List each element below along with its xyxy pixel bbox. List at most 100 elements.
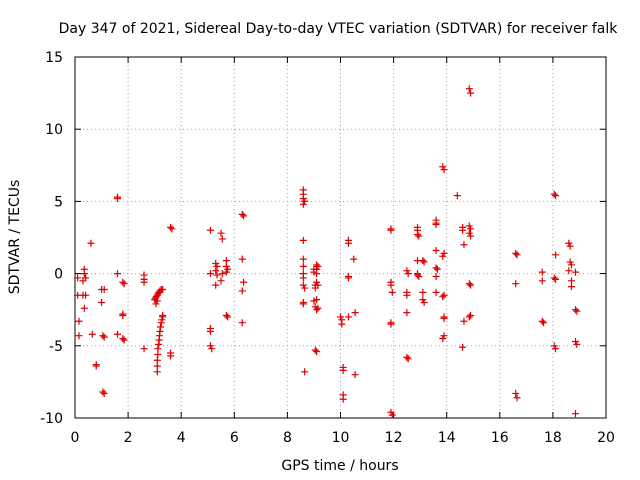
data-point — [465, 280, 473, 288]
data-point — [313, 296, 321, 304]
data-point — [512, 280, 520, 288]
data-point — [550, 274, 558, 282]
data-point — [240, 278, 248, 286]
data-point — [538, 268, 546, 276]
x-tick-label: 2 — [124, 430, 133, 446]
data-point — [567, 261, 575, 269]
data-point — [87, 239, 95, 247]
data-point — [571, 268, 579, 276]
x-tick-label: 6 — [230, 430, 239, 446]
data-point — [344, 274, 352, 282]
data-point — [299, 300, 307, 308]
data-point — [420, 298, 428, 306]
data-point — [460, 317, 468, 325]
data-point — [213, 262, 221, 270]
data-point — [550, 190, 558, 198]
data-point — [156, 323, 164, 331]
data-point — [299, 236, 307, 244]
data-point — [159, 285, 167, 293]
data-point — [565, 267, 573, 275]
data-point — [573, 340, 581, 348]
data-point — [439, 335, 447, 343]
data-point — [74, 274, 82, 282]
x-tick-label: 20 — [597, 430, 615, 446]
data-point — [513, 251, 521, 259]
data-point — [154, 345, 162, 353]
data-point — [552, 345, 560, 353]
x-tick-label: 0 — [71, 430, 80, 446]
data-point — [119, 335, 127, 343]
data-point — [459, 226, 467, 234]
data-point — [467, 232, 475, 240]
data-point — [311, 346, 319, 354]
data-point — [100, 333, 108, 341]
data-point — [344, 239, 352, 247]
data-point — [415, 272, 423, 280]
data-point — [552, 275, 560, 283]
data-point — [120, 336, 128, 344]
y-tick-label: 10 — [45, 122, 63, 138]
data-point — [440, 314, 448, 322]
data-point — [350, 255, 358, 263]
data-point — [420, 258, 428, 266]
data-point — [571, 410, 579, 418]
data-point — [415, 232, 423, 240]
data-point — [299, 200, 307, 208]
data-point — [344, 313, 352, 321]
data-point — [167, 223, 175, 231]
data-point — [119, 278, 127, 286]
data-point — [299, 274, 307, 282]
data-point — [388, 288, 396, 296]
data-point — [571, 306, 579, 314]
data-point — [567, 283, 575, 291]
data-point — [338, 320, 346, 328]
y-tick-label: -5 — [49, 339, 63, 355]
data-point — [75, 317, 83, 325]
data-point — [301, 368, 309, 376]
data-point — [432, 272, 440, 280]
data-point — [100, 389, 108, 397]
data-point — [419, 288, 427, 296]
data-point — [206, 226, 214, 234]
data-point — [467, 311, 475, 319]
data-point — [387, 320, 395, 328]
data-point — [206, 327, 214, 335]
data-point — [314, 304, 322, 312]
data-point — [552, 192, 560, 200]
data-point — [460, 241, 468, 249]
data-point — [168, 225, 176, 233]
data-point — [222, 311, 230, 319]
data-point — [440, 166, 448, 174]
data-point — [313, 348, 321, 356]
data-point — [467, 281, 475, 289]
data-point — [213, 271, 221, 279]
data-point — [80, 304, 88, 312]
data-point — [453, 192, 461, 200]
data-point — [299, 255, 307, 263]
data-point — [552, 251, 560, 259]
data-point — [351, 309, 359, 317]
data-point — [467, 89, 475, 97]
data-point — [440, 291, 448, 299]
data-point — [159, 311, 167, 319]
data-point — [206, 270, 214, 278]
data-point — [513, 394, 521, 402]
data-point — [92, 362, 100, 370]
data-point — [75, 332, 83, 340]
data-point — [167, 352, 175, 360]
y-tick-label: 0 — [54, 267, 63, 283]
x-tick-label: 12 — [385, 430, 403, 446]
data-point — [113, 195, 121, 203]
data-point — [432, 288, 440, 296]
data-point — [120, 280, 128, 288]
data-point — [313, 306, 321, 314]
y-tick-label: -10 — [40, 411, 63, 427]
data-point — [538, 277, 546, 285]
data-point — [82, 274, 90, 282]
data-point — [238, 287, 246, 295]
data-point — [208, 345, 216, 353]
data-point — [459, 343, 467, 351]
data-point — [339, 395, 347, 403]
data-point — [218, 235, 226, 243]
